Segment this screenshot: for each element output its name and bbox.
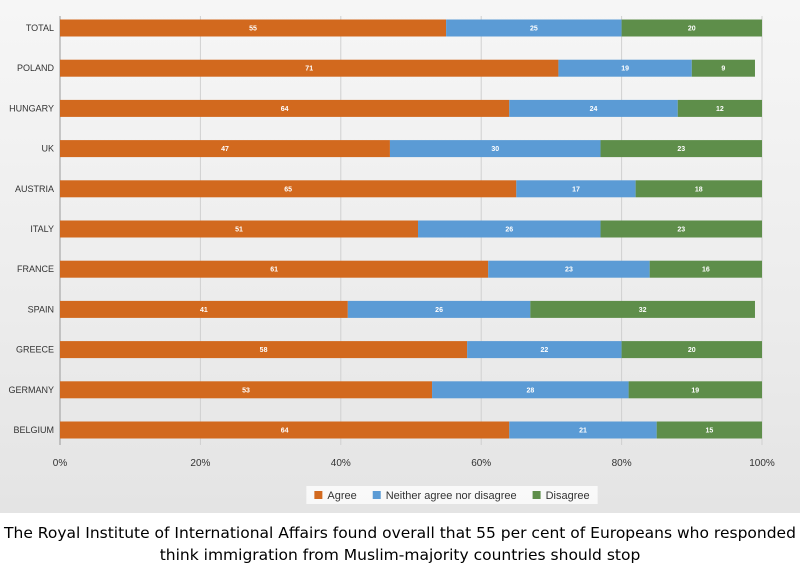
legend-swatch (532, 491, 541, 499)
legend: Agree Neither agree nor disagree Disagree (306, 486, 598, 504)
bar-segment (60, 19, 447, 37)
bars: 55 25 20 71 19 9 64 24 12 47 30 23 65 17 18 51 26 23 61 23 1… (60, 19, 762, 439)
legend-label: Agree (327, 490, 356, 502)
bar-segment (60, 300, 348, 318)
data-label: 32 (639, 307, 647, 314)
bar-segment (389, 140, 601, 158)
bar-segment (60, 421, 510, 439)
data-label: 15 (705, 428, 713, 435)
category-label: UK (41, 144, 54, 154)
x-tick-label: 40% (331, 458, 351, 469)
bar-segment (635, 180, 762, 198)
category-label: FRANCE (17, 264, 54, 274)
data-label: 23 (565, 267, 573, 274)
chart-panel: 55 25 20 71 19 9 64 24 12 47 30 23 65 17 18 51 26 23 61 23 1… (0, 0, 800, 513)
data-label: 58 (260, 347, 268, 354)
legend-box (306, 486, 598, 504)
x-tick-label: 80% (612, 458, 632, 469)
bar-segment (60, 180, 517, 198)
bar-segment (621, 341, 762, 359)
legend-swatch (314, 491, 323, 499)
category-label: SPAIN (28, 304, 54, 314)
category-label: HUNGARY (9, 103, 54, 113)
data-label: 30 (491, 146, 499, 153)
bar-segment (656, 421, 762, 439)
x-tick-label: 0% (53, 458, 68, 469)
data-label: 9 (721, 66, 725, 73)
data-label: 71 (305, 66, 313, 73)
bar-segment (628, 381, 762, 399)
data-label: 61 (270, 267, 278, 274)
legend-label: Disagree (546, 490, 590, 502)
data-label: 19 (691, 387, 699, 394)
bar-segment (418, 220, 601, 238)
legend-label: Neither agree nor disagree (386, 490, 517, 502)
data-label: 26 (505, 227, 513, 234)
data-label: 53 (242, 387, 250, 394)
bar-segment (509, 99, 678, 117)
data-label: 55 (249, 26, 257, 33)
category-label: ITALY (30, 224, 54, 234)
bar-segment (432, 381, 629, 399)
data-label: 23 (677, 227, 685, 234)
stacked-bar-chart: 55 25 20 71 19 9 64 24 12 47 30 23 65 17 18 51 26 23 61 23 1… (8, 16, 775, 504)
bar-segment (516, 180, 636, 198)
data-label: 20 (688, 347, 696, 354)
data-label: 16 (702, 267, 710, 274)
legend-swatch (372, 491, 381, 499)
data-label: 18 (695, 186, 703, 193)
data-label: 24 (590, 106, 598, 113)
bar-segment (558, 59, 692, 77)
bar-segment (60, 341, 468, 359)
data-label: 25 (530, 26, 538, 33)
data-label: 21 (579, 428, 587, 435)
data-label: 28 (526, 387, 534, 394)
category-label: GERMANY (8, 385, 54, 395)
bar-segment (467, 341, 622, 359)
bar-segment (60, 220, 419, 238)
bar-segment (347, 300, 531, 318)
bar-segment (530, 300, 755, 318)
bar-segment (691, 59, 755, 77)
bar-segment (677, 99, 762, 117)
data-label: 23 (677, 146, 685, 153)
category-labels: TOTAL POLAND HUNGARY UK AUSTRIA ITALY FRANCE SP… (8, 23, 54, 435)
category-label: TOTAL (26, 23, 54, 33)
bar-segment (60, 260, 489, 278)
data-label: 20 (688, 26, 696, 33)
category-label: BELGIUM (13, 425, 54, 435)
x-tick-label: 100% (749, 458, 775, 469)
data-label: 64 (281, 428, 289, 435)
category-label: AUSTRIA (15, 184, 54, 194)
x-tick-label: 60% (471, 458, 491, 469)
bar-segment (509, 421, 657, 439)
data-label: 26 (435, 307, 443, 314)
data-label: 22 (540, 347, 548, 354)
data-label: 47 (221, 146, 229, 153)
bar-segment (488, 260, 650, 278)
bar-segment (60, 99, 510, 117)
bar-segment (600, 220, 762, 238)
bar-segment (446, 19, 622, 37)
category-label: GREECE (16, 345, 54, 355)
caption-text: The Royal Institute of International Aff… (0, 513, 800, 579)
bar-segment (60, 381, 433, 399)
bar-segment (649, 260, 762, 278)
data-label: 51 (235, 227, 243, 234)
category-label: POLAND (17, 63, 55, 73)
data-label: 41 (200, 307, 208, 314)
x-tick-label: 20% (190, 458, 210, 469)
bar-segment (60, 59, 559, 77)
bar-segment (621, 19, 762, 37)
data-label: 19 (621, 66, 629, 73)
data-label: 65 (284, 186, 292, 193)
data-label: 64 (281, 106, 289, 113)
bar-segment (600, 140, 762, 158)
data-label: 17 (572, 186, 580, 193)
x-axis-ticks: 0% 20% 40% 60% 80% 100% (53, 458, 775, 469)
data-label: 12 (716, 106, 724, 113)
bar-segment (60, 140, 390, 158)
